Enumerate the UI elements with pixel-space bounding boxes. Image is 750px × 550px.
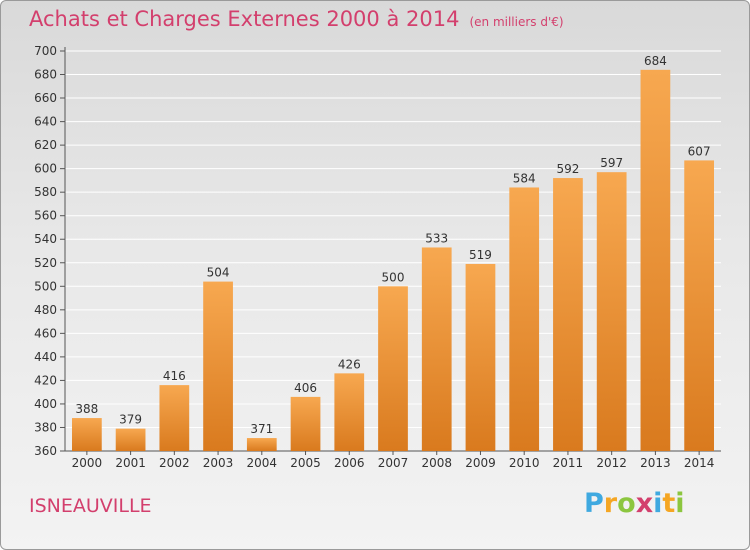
logo-letter: r	[603, 488, 618, 519]
bar-2008	[421, 247, 452, 451]
bar-2009	[465, 263, 496, 451]
bars	[71, 69, 715, 452]
proxiti-logo: Proxiti	[584, 488, 685, 519]
logo-letter: i	[675, 488, 685, 519]
logo-letter: x	[635, 488, 654, 519]
y-tick-label: 580	[34, 185, 57, 199]
data-label-2005: 406	[294, 381, 317, 395]
y-tick-label: 500	[34, 279, 57, 293]
data-label-2011: 592	[556, 162, 579, 176]
data-labels: 388 379 416 504 371 406 426 500 533 519 584 592 597 6…	[75, 54, 710, 436]
bar-2001	[115, 428, 146, 451]
y-tick-label: 600	[34, 162, 57, 176]
y-tick-label: 440	[34, 350, 57, 364]
x-tick-label: 2001	[115, 456, 146, 470]
bar-2002	[159, 385, 190, 451]
logo-letter: t	[662, 488, 676, 519]
bar-2011	[553, 178, 583, 451]
x-tick-label: 2012	[596, 456, 627, 470]
data-label-2008: 533	[425, 231, 448, 245]
bar-2012	[596, 172, 627, 452]
logo-letter: i	[653, 488, 663, 519]
x-tick-label: 2013	[640, 456, 671, 470]
x-tick-label: 2007	[378, 456, 409, 470]
y-tick-label: 460	[34, 326, 57, 340]
y-tick-label: 400	[34, 397, 57, 411]
y-tick-label: 680	[34, 68, 57, 82]
y-tick-label: 380	[34, 420, 57, 434]
bar-2004	[246, 438, 277, 451]
y-tick-label: 540	[34, 232, 57, 246]
y-tick-label: 420	[34, 373, 57, 387]
chart-title: Achats et Charges Externes 2000 à 2014	[29, 7, 460, 31]
bar-2000	[71, 418, 102, 451]
bar-2013	[640, 69, 671, 451]
data-label-2002: 416	[163, 369, 186, 383]
chart-subtitle: (en milliers d'€)	[469, 15, 564, 29]
bar-2005	[290, 396, 321, 451]
bar-2003	[203, 281, 233, 451]
bar-2014	[684, 160, 715, 452]
y-tick-label: 480	[34, 303, 57, 317]
x-tick-label: 2011	[553, 456, 584, 470]
y-tick-label: 560	[34, 209, 57, 223]
data-label-2012: 597	[600, 156, 623, 170]
location-label: ISNEAUVILLE	[29, 495, 152, 517]
data-label-2014: 607	[688, 144, 711, 158]
x-tick-label: 2008	[421, 456, 452, 470]
data-label-2001: 379	[119, 413, 142, 427]
y-tick-label: 620	[34, 138, 57, 152]
y-tick-label: 660	[34, 91, 57, 105]
x-tick-label: 2009	[465, 456, 496, 470]
y-tick-label: 520	[34, 256, 57, 270]
x-tick-label: 2003	[203, 456, 234, 470]
data-label-2003: 504	[207, 266, 230, 280]
y-tick-label: 360	[34, 444, 57, 458]
data-label-2010: 584	[513, 171, 536, 185]
data-label-2000: 388	[75, 402, 98, 416]
x-tick-label: 2000	[72, 456, 103, 470]
bar-2010	[509, 187, 540, 451]
chart-title-block: Achats et Charges Externes 2000 à 2014 (e…	[29, 7, 564, 31]
logo-letter: o	[617, 488, 636, 519]
data-label-2013: 684	[644, 54, 667, 68]
data-label-2006: 426	[338, 357, 361, 371]
x-tick-label: 2014	[684, 456, 715, 470]
bar-2006	[334, 373, 365, 451]
bar-2007	[378, 286, 408, 451]
x-tick-label: 2005	[290, 456, 321, 470]
x-tick-label: 2010	[509, 456, 540, 470]
data-label-2007: 500	[382, 270, 405, 284]
y-tick-label: 700	[34, 44, 57, 58]
data-label-2009: 519	[469, 248, 492, 262]
logo-letter: P	[584, 488, 604, 519]
y-tick-label: 640	[34, 115, 57, 129]
x-tick-label: 2002	[159, 456, 190, 470]
data-label-2004: 371	[250, 422, 273, 436]
x-tick-label: 2004	[247, 456, 278, 470]
x-tick-label: 2006	[334, 456, 365, 470]
